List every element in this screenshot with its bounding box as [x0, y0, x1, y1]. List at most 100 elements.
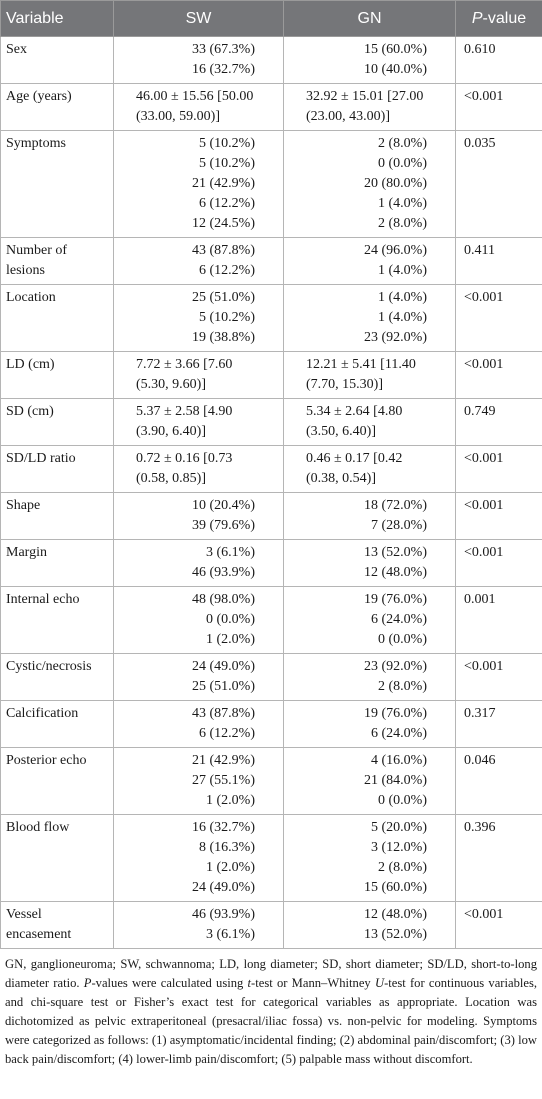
sw-cell: 7.72 ± 3.66 [7.60 (5.30, 9.60)]	[113, 351, 284, 399]
gn-cell: 1 (4.0%) 1 (4.0%) 23 (92.0%)	[283, 284, 456, 352]
footnote-text: -test or Mann–Whitney	[251, 976, 375, 990]
header-text: GN	[357, 9, 382, 27]
data-table: Variable SW GN P-value Sex 33 (67.3%) 16 (32.…	[0, 0, 542, 949]
sw-value: 46.00 ± 15.56 [50.00 (33.00, 59.00)]	[136, 89, 254, 124]
sw-value: 8 (16.3%)	[199, 840, 255, 855]
gn-value: 1 (4.0%)	[378, 196, 427, 211]
variable-label: LD (cm)	[6, 357, 55, 372]
gn-value: 1 (4.0%)	[378, 263, 427, 278]
sw-value: 43 (87.8%)	[192, 243, 255, 258]
variable-label: Location	[6, 290, 56, 305]
p-value-cell: 0.411	[455, 237, 542, 285]
gn-value: 12.21 ± 5.41 [11.40 (7.70, 15.30)]	[306, 357, 416, 392]
gn-value: 6 (24.0%)	[371, 612, 427, 627]
variable-label: Number of lesions	[6, 243, 68, 278]
table-row: Sex 33 (67.3%) 16 (32.7%) 15 (60.0%) 10 (40.…	[0, 36, 542, 84]
sw-cell: 43 (87.8%) 6 (12.2%)	[113, 237, 284, 285]
p-value: <0.001	[464, 89, 504, 104]
sw-cell: 5.37 ± 2.58 [4.90 (3.90, 6.40)]	[113, 398, 284, 446]
sw-cell: 5 (10.2%) 5 (10.2%) 21 (42.9%) 6 (12.2%) 12 …	[113, 130, 284, 238]
variable-cell: Cystic/necrosis	[0, 653, 114, 701]
sw-value: 46 (93.9%)	[192, 907, 255, 922]
p-value: <0.001	[464, 357, 504, 372]
header-text-italic: P	[471, 9, 483, 27]
table-row: LD (cm) 7.72 ± 3.66 [7.60 (5.30, 9.60)] 12…	[0, 351, 542, 399]
header-cell: P-value	[455, 0, 542, 37]
gn-value: 0 (0.0%)	[378, 156, 427, 171]
sw-cell: 33 (67.3%) 16 (32.7%)	[113, 36, 284, 84]
variable-label: Internal echo	[6, 592, 80, 607]
p-value-cell: <0.001	[455, 901, 542, 949]
p-value: <0.001	[464, 498, 504, 513]
p-value: 0.610	[464, 42, 496, 57]
gn-value: 7 (28.0%)	[371, 518, 427, 533]
p-value: 0.046	[464, 753, 496, 768]
gn-value: 20 (80.0%)	[364, 176, 427, 191]
sw-value: 5 (10.2%)	[199, 310, 255, 325]
sw-cell: 0.72 ± 0.16 [0.73 (0.58, 0.85)]	[113, 445, 284, 493]
gn-cell: 24 (96.0%) 1 (4.0%)	[283, 237, 456, 285]
gn-value: 5 (20.0%)	[371, 820, 427, 835]
sw-value: 12 (24.5%)	[192, 216, 255, 231]
sw-cell: 24 (49.0%) 25 (51.0%)	[113, 653, 284, 701]
variable-cell: Sex	[0, 36, 114, 84]
gn-value: 1 (4.0%)	[378, 290, 427, 305]
variable-cell: Margin	[0, 539, 114, 587]
gn-value: 13 (52.0%)	[364, 927, 427, 942]
table-row: Shape 10 (20.4%) 39 (79.6%) 18 (72.0%) 7 (28…	[0, 492, 542, 540]
gn-value: 12 (48.0%)	[364, 907, 427, 922]
gn-value: 2 (8.0%)	[378, 216, 427, 231]
footnote-text: -test for continuous variables, and chi-…	[5, 976, 538, 1066]
variable-cell: Posterior echo	[0, 747, 114, 815]
gn-value: 0 (0.0%)	[378, 793, 427, 808]
table-row: Calcification 43 (87.8%) 6 (12.2%) 19 (76.0…	[0, 700, 542, 748]
p-value: 0.001	[464, 592, 496, 607]
gn-cell: 0.46 ± 0.17 [0.42 (0.38, 0.54)]	[283, 445, 456, 493]
header-cell: GN	[283, 0, 456, 37]
variable-cell: Shape	[0, 492, 114, 540]
sw-value: 33 (67.3%)	[192, 42, 255, 57]
sw-value: 5.37 ± 2.58 [4.90 (3.90, 6.40)]	[136, 404, 233, 439]
p-value-cell: <0.001	[455, 445, 542, 493]
gn-value: 10 (40.0%)	[364, 62, 427, 77]
sw-cell: 21 (42.9%) 27 (55.1%) 1 (2.0%)	[113, 747, 284, 815]
gn-cell: 19 (76.0%) 6 (24.0%)	[283, 700, 456, 748]
p-value: <0.001	[464, 451, 504, 466]
table-row: Cystic/necrosis 24 (49.0%) 25 (51.0%) 23 (9…	[0, 653, 542, 701]
gn-cell: 32.92 ± 15.01 [27.00 (23.00, 43.00)]	[283, 83, 456, 131]
sw-value: 3 (6.1%)	[206, 927, 255, 942]
gn-value: 2 (8.0%)	[378, 136, 427, 151]
gn-value: 12 (48.0%)	[364, 565, 427, 580]
p-value-cell: 0.317	[455, 700, 542, 748]
gn-value: 0.46 ± 0.17 [0.42 (0.38, 0.54)]	[306, 451, 403, 486]
sw-value: 1 (2.0%)	[206, 860, 255, 875]
sw-value: 0 (0.0%)	[206, 612, 255, 627]
variable-cell: Internal echo	[0, 586, 114, 654]
gn-value: 23 (92.0%)	[364, 659, 427, 674]
p-value: <0.001	[464, 907, 504, 922]
gn-value: 13 (52.0%)	[364, 545, 427, 560]
sw-value: 43 (87.8%)	[192, 706, 255, 721]
variable-label: Age (years)	[6, 89, 72, 104]
table-row: Internal echo 48 (98.0%) 0 (0.0%) 1 (2.0%) 1…	[0, 586, 542, 654]
gn-value: 18 (72.0%)	[364, 498, 427, 513]
p-value-cell: <0.001	[455, 539, 542, 587]
sw-value: 21 (42.9%)	[192, 176, 255, 191]
header-row: Variable SW GN P-value	[0, 0, 542, 37]
sw-value: 25 (51.0%)	[192, 290, 255, 305]
gn-value: 21 (84.0%)	[364, 773, 427, 788]
variable-label: Blood flow	[6, 820, 70, 835]
p-value-cell: <0.001	[455, 351, 542, 399]
p-value: 0.035	[464, 136, 496, 151]
variable-cell: Number of lesions	[0, 237, 114, 285]
variable-label: SD (cm)	[6, 404, 54, 419]
variable-label: Shape	[6, 498, 41, 513]
sw-value: 16 (32.7%)	[192, 62, 255, 77]
sw-cell: 46 (93.9%) 3 (6.1%)	[113, 901, 284, 949]
sw-value: 6 (12.2%)	[199, 263, 255, 278]
gn-cell: 12 (48.0%) 13 (52.0%)	[283, 901, 456, 949]
gn-value: 15 (60.0%)	[364, 880, 427, 895]
gn-value: 4 (16.0%)	[371, 753, 427, 768]
table-row: SD/LD ratio 0.72 ± 0.16 [0.73 (0.58, 0.85…	[0, 445, 542, 493]
sw-value: 27 (55.1%)	[192, 773, 255, 788]
